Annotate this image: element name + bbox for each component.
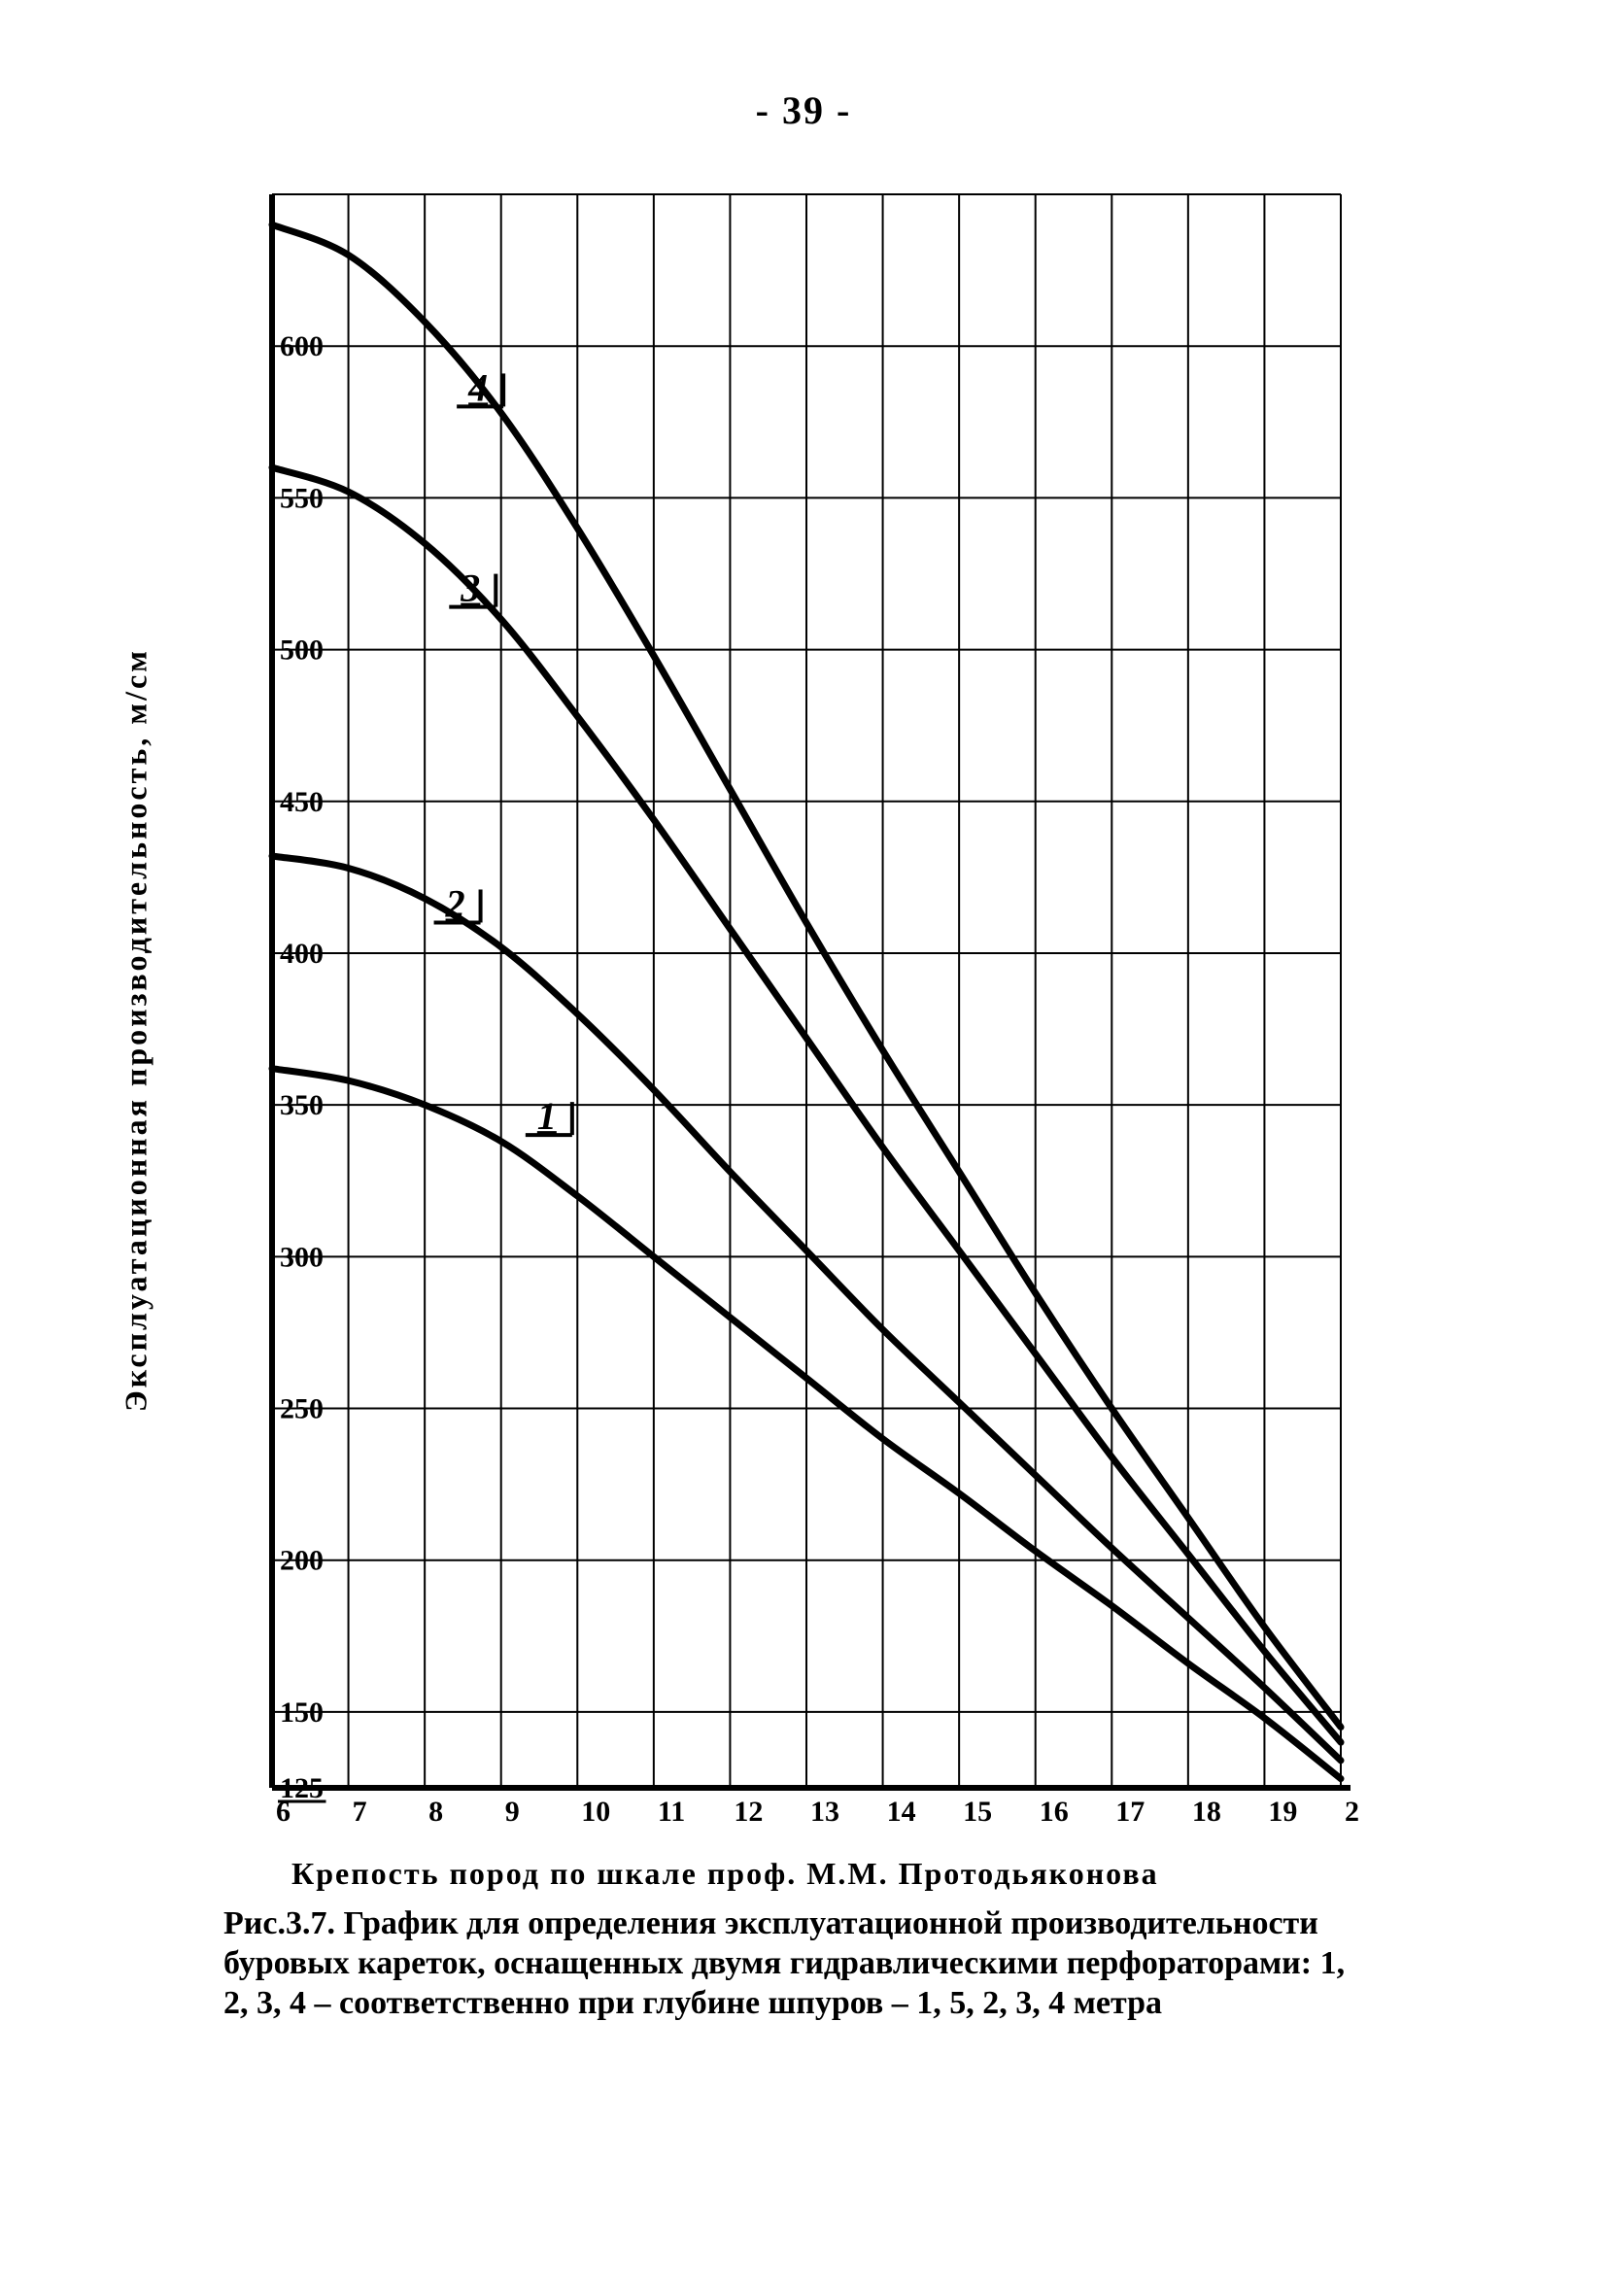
svg-text:11: 11 — [658, 1796, 685, 1828]
svg-text:350: 350 — [280, 1089, 324, 1121]
svg-text:250: 250 — [280, 1393, 324, 1425]
svg-text:7: 7 — [353, 1796, 367, 1828]
svg-text:20: 20 — [1345, 1796, 1360, 1828]
svg-text:2: 2 — [445, 881, 465, 925]
svg-text:18: 18 — [1192, 1796, 1221, 1828]
svg-text:550: 550 — [280, 482, 324, 514]
svg-text:150: 150 — [280, 1696, 324, 1729]
svg-text:13: 13 — [810, 1796, 839, 1828]
page-number: - 39 - — [756, 87, 852, 133]
svg-text:400: 400 — [280, 938, 324, 970]
svg-text:300: 300 — [280, 1241, 324, 1273]
svg-text:8: 8 — [428, 1796, 443, 1828]
svg-text:14: 14 — [887, 1796, 916, 1828]
svg-text:16: 16 — [1040, 1796, 1069, 1828]
chart: 6789101112131415161718192012515020025030… — [194, 175, 1360, 1846]
svg-text:1: 1 — [537, 1094, 557, 1138]
svg-text:19: 19 — [1268, 1796, 1297, 1828]
svg-text:15: 15 — [963, 1796, 992, 1828]
svg-text:17: 17 — [1115, 1796, 1145, 1828]
svg-text:9: 9 — [505, 1796, 520, 1828]
chart-svg: 6789101112131415161718192012515020025030… — [194, 175, 1360, 1846]
x-axis-label: Крепость пород по шкале проф. М.М. Прото… — [291, 1856, 1159, 1892]
svg-text:500: 500 — [280, 634, 324, 667]
svg-text:3: 3 — [460, 566, 480, 610]
svg-text:450: 450 — [280, 786, 324, 818]
caption-body: График для определения эксплуатационной … — [223, 1905, 1345, 2021]
caption-lead: Рис.3.7. — [223, 1905, 335, 1941]
page: - 39 - Эксплуатационная производительнос… — [0, 0, 1607, 2296]
y-axis-label: Эксплуатационная производительность, м/с… — [119, 648, 154, 1412]
svg-text:200: 200 — [280, 1545, 324, 1577]
svg-text:4: 4 — [467, 365, 488, 409]
svg-text:12: 12 — [734, 1796, 763, 1828]
figure-caption: Рис.3.7. График для определения эксплуат… — [223, 1904, 1370, 2023]
svg-text:600: 600 — [280, 330, 324, 362]
svg-text:10: 10 — [581, 1796, 610, 1828]
